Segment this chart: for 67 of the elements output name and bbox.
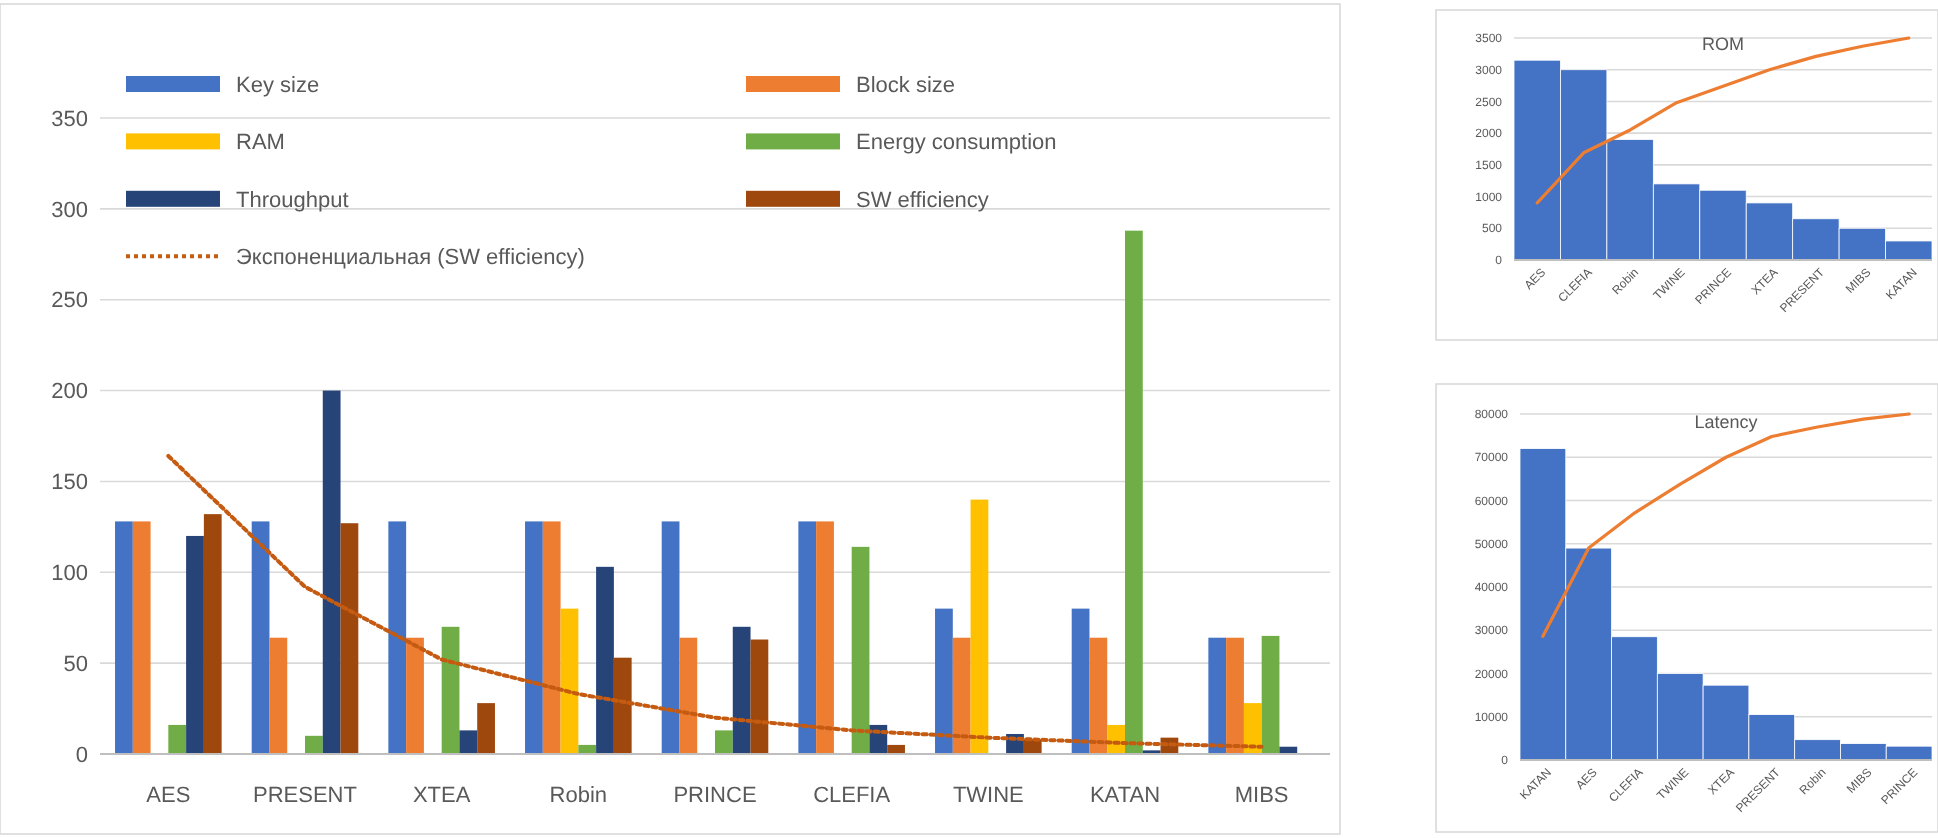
y-tick-label: 0 <box>75 743 88 768</box>
bar <box>477 703 495 754</box>
bar <box>322 390 341 754</box>
x-tick-label: MIBS <box>1234 784 1289 808</box>
x-tick-label: XTEA <box>412 784 472 808</box>
bar <box>1125 230 1143 754</box>
y-tick-label: 300 <box>51 198 88 223</box>
bar <box>1243 703 1262 754</box>
bar <box>596 566 614 754</box>
bar <box>952 637 971 754</box>
bar <box>388 521 407 754</box>
bar <box>715 730 733 754</box>
bar <box>186 535 204 754</box>
line-series <box>1541 412 1911 638</box>
y-tick-label: 150 <box>51 471 88 496</box>
bar <box>750 639 769 754</box>
bar <box>269 637 288 754</box>
y-tick-label: 350 <box>51 107 88 132</box>
bar <box>525 521 543 754</box>
x-tick-label: KATAN <box>1089 784 1161 808</box>
bar <box>1261 635 1280 754</box>
bar <box>459 730 478 754</box>
bar <box>935 608 953 754</box>
bar <box>251 521 270 754</box>
legend-label: Key size <box>236 73 320 98</box>
chart-title: ROM <box>1702 34 1744 55</box>
bar <box>851 546 870 754</box>
bar <box>613 657 632 754</box>
x-tick-label: PRINCE <box>673 784 757 808</box>
bar <box>115 521 133 754</box>
legend-label: Throughput <box>236 188 349 213</box>
x-tick-label: PRESENT <box>253 784 358 808</box>
bar <box>305 735 323 754</box>
line-series <box>166 453 1264 749</box>
x-tick-label: Robin <box>549 784 608 808</box>
x-tick-label: AES <box>146 784 191 808</box>
bar <box>1071 608 1090 754</box>
legend-label: RAM <box>236 131 285 156</box>
x-tick-label: CLEFIA <box>813 784 892 808</box>
bar <box>679 637 698 754</box>
line-series <box>1535 36 1911 205</box>
legend-label: Экспоненциальная (SW efficiency) <box>236 245 585 270</box>
bar <box>203 514 222 754</box>
bar <box>406 637 424 754</box>
legend-label: Energy consumption <box>856 131 1057 156</box>
bar <box>970 499 989 754</box>
bar <box>1089 637 1108 754</box>
bar <box>560 608 579 754</box>
legend-label: Block size <box>856 73 956 98</box>
bar <box>798 521 817 754</box>
bar <box>1208 637 1227 754</box>
y-tick-label: 250 <box>51 289 88 314</box>
bar <box>1226 637 1244 754</box>
bar <box>542 521 561 754</box>
bar <box>441 626 460 754</box>
y-tick-label: 200 <box>51 380 88 405</box>
bar <box>132 521 151 754</box>
y-tick-label: 100 <box>51 561 88 586</box>
bar <box>168 724 187 754</box>
x-tick-label: TWINE <box>952 784 1024 808</box>
bar <box>732 626 751 754</box>
legend-label: SW efficiency <box>856 188 990 213</box>
bar <box>340 523 359 754</box>
y-tick-label: 50 <box>63 652 88 677</box>
chart-title: Latency <box>1694 412 1759 433</box>
bar <box>816 521 834 754</box>
bar <box>661 521 680 754</box>
